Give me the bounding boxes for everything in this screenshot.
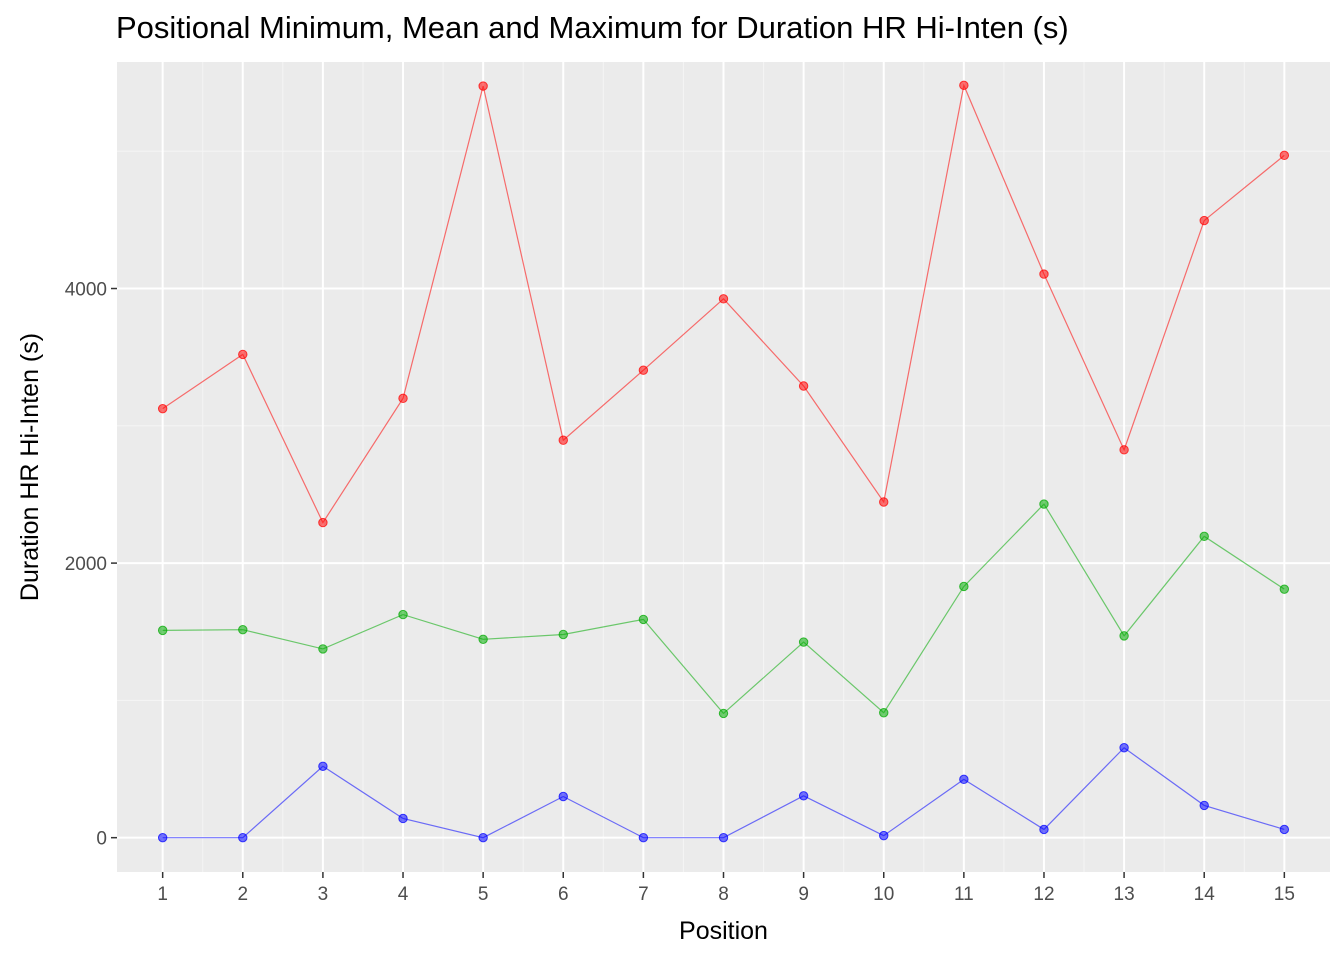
data-point: [798, 791, 809, 801]
x-tick-label: 14: [1194, 884, 1216, 905]
data-point: [1119, 445, 1129, 455]
x-tick-label: 12: [1033, 884, 1054, 905]
x-tick-label: 4: [398, 884, 409, 905]
data-point: [1279, 824, 1290, 835]
grid-minor: [117, 62, 1330, 872]
data-point: [157, 832, 168, 843]
x-axis-title: Position: [679, 917, 768, 945]
x-tick-label: 11: [954, 884, 974, 905]
data-point: [718, 708, 729, 719]
data-point: [959, 581, 969, 592]
data-point: [638, 832, 649, 843]
grid-major: [117, 62, 1330, 872]
data-point: [398, 609, 408, 620]
x-tick-label: 13: [1114, 884, 1135, 905]
x-tick-label: 1: [157, 884, 168, 905]
x-tick-label: 8: [718, 884, 729, 905]
y-tick-label: 0: [96, 829, 107, 850]
x-tick-label: 3: [318, 884, 329, 905]
data-point: [959, 774, 969, 785]
data-point: [879, 497, 889, 507]
data-point: [638, 614, 649, 625]
data-point: [1199, 531, 1209, 542]
x-tick-label: 15: [1274, 884, 1295, 905]
x-tick-label: 7: [638, 884, 649, 905]
data-point: [1119, 743, 1129, 753]
data-point: [318, 761, 328, 771]
data-point: [1279, 150, 1290, 161]
data-point: [1039, 499, 1049, 509]
data-point: [879, 830, 889, 841]
x-tick-label: 2: [237, 884, 248, 905]
data-point: [1119, 631, 1129, 641]
data-point: [638, 365, 649, 375]
data-point: [398, 393, 408, 404]
data-point: [879, 708, 889, 718]
data-point: [478, 634, 488, 644]
x-tick-label: 5: [478, 884, 489, 905]
data-point: [157, 625, 168, 636]
chart-title: Positional Minimum, Mean and Maximum for…: [116, 10, 1069, 45]
data-point: [1279, 584, 1290, 594]
data-point: [318, 644, 328, 654]
data-point: [478, 81, 488, 91]
data-point: [1039, 269, 1049, 279]
data-point: [959, 80, 969, 91]
data-point: [238, 624, 248, 635]
series-0: [157, 80, 1290, 528]
x-tick-label: 10: [873, 884, 894, 905]
data-point: [798, 381, 809, 391]
data-point: [558, 791, 568, 802]
series-1: [157, 499, 1290, 719]
data-point: [398, 813, 408, 824]
data-point: [718, 294, 729, 304]
y-tick-label: 4000: [65, 280, 107, 301]
data-point: [1199, 215, 1209, 226]
data-point: [718, 832, 729, 843]
data-point: [558, 435, 568, 445]
data-point: [157, 403, 168, 414]
data-point: [1199, 800, 1209, 811]
y-tick-label: 2000: [65, 554, 107, 575]
data-point: [478, 832, 488, 843]
series-2: [157, 743, 1290, 843]
x-axis: 1 2 3 4 5 6 7 8 9 10 11 12 13 14 15: [157, 872, 1295, 905]
data-point: [238, 832, 248, 843]
data-point: [798, 637, 809, 647]
y-axis: 0 2000 4000: [65, 280, 117, 850]
y-axis-title: Duration HR Hi-Inten (s): [16, 333, 44, 601]
x-tick-label: 6: [558, 884, 569, 905]
data-point: [558, 629, 568, 640]
data-point: [318, 517, 328, 528]
series-layer: [157, 80, 1290, 843]
x-tick-label: 9: [798, 884, 809, 905]
data-point: [1039, 824, 1049, 835]
data-point: [238, 349, 248, 360]
